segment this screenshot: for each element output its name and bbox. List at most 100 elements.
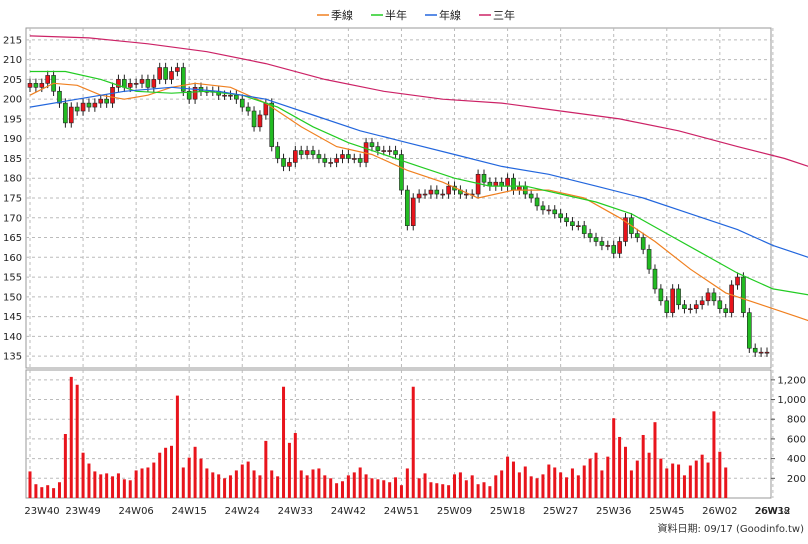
volume-bar xyxy=(500,470,504,498)
moving-average-lines xyxy=(29,35,808,322)
volume-bar xyxy=(311,469,315,498)
week-tick-label: 26W38 xyxy=(755,506,790,517)
week-tick-label: 25W36 xyxy=(596,506,631,517)
candle-body xyxy=(688,308,693,310)
volume-bar xyxy=(506,456,510,498)
candle-body xyxy=(127,83,133,88)
candle-body xyxy=(682,304,687,309)
candle-body xyxy=(422,193,428,196)
candle-body xyxy=(711,292,717,302)
volume-bar xyxy=(282,386,286,498)
candle-body xyxy=(758,351,764,354)
candle-body xyxy=(623,217,628,242)
candle-body xyxy=(646,249,652,270)
volume-bar xyxy=(694,460,698,498)
candle-body xyxy=(693,304,699,309)
candle-body xyxy=(287,162,292,167)
candle-body xyxy=(652,268,658,290)
candle-body xyxy=(80,102,86,112)
price-tick-label: 140 xyxy=(3,332,22,343)
volume-bar xyxy=(246,461,250,498)
week-tick-label: 24W15 xyxy=(172,506,207,517)
volume-bar xyxy=(293,433,297,498)
price-tick-label: 190 xyxy=(3,134,22,145)
volume-bar xyxy=(264,440,268,498)
volume-bar xyxy=(399,485,403,498)
volume-bar xyxy=(429,482,433,498)
volume-bar xyxy=(305,475,309,498)
price-tick-label: 160 xyxy=(3,253,22,264)
candle-body xyxy=(86,102,92,108)
volume-bar xyxy=(63,434,67,498)
ma-quarter-line xyxy=(29,82,808,322)
volume-bar xyxy=(170,445,174,498)
candle-body xyxy=(552,209,558,215)
volume-bar xyxy=(618,436,622,498)
price-tick-label: 185 xyxy=(3,154,22,165)
candle-body xyxy=(340,154,345,159)
volume-bars xyxy=(28,376,728,498)
candle-body xyxy=(729,284,734,313)
week-tick-label: 25W09 xyxy=(437,506,472,517)
volume-bar xyxy=(447,485,451,498)
candle-body xyxy=(281,158,286,167)
volume-bar xyxy=(340,481,344,498)
volume-bar xyxy=(193,446,197,498)
volume-bar xyxy=(511,461,515,498)
candle-body xyxy=(222,94,227,97)
candle-body xyxy=(752,347,758,353)
price-tick-label: 170 xyxy=(3,213,22,224)
volume-bar xyxy=(40,487,44,498)
candle-body xyxy=(357,158,363,163)
candle-body xyxy=(446,185,451,195)
volume-bar xyxy=(576,475,580,498)
candle-body xyxy=(263,102,269,116)
candle-body xyxy=(593,237,599,242)
volume-bar xyxy=(93,471,97,498)
volume-bar xyxy=(122,479,126,498)
volume-tick-label: 200 xyxy=(787,474,806,485)
candle-body xyxy=(33,83,39,88)
volume-bar xyxy=(111,476,115,498)
candle-body xyxy=(310,150,316,155)
candle-body xyxy=(611,245,617,254)
candle-body xyxy=(92,102,98,108)
week-tick-label: 23W49 xyxy=(65,506,100,517)
volume-bar xyxy=(553,467,557,498)
week-tick-label: 25W27 xyxy=(543,506,578,517)
candle-body xyxy=(239,98,245,108)
volume-bar xyxy=(476,484,480,498)
week-tick-label: 24W06 xyxy=(118,506,153,517)
candle-body xyxy=(74,106,80,112)
candle-body xyxy=(664,300,670,313)
volume-bar xyxy=(352,472,356,498)
candle-body xyxy=(98,98,104,104)
volume-bar xyxy=(335,483,339,498)
volume-bar xyxy=(199,458,203,498)
volume-bar xyxy=(99,474,103,498)
volume-bar xyxy=(187,457,191,498)
candle-body xyxy=(234,94,239,100)
candle-body xyxy=(434,189,440,195)
candle-body xyxy=(157,67,163,80)
candle-body xyxy=(534,197,540,207)
candle-body xyxy=(275,146,280,159)
volume-bar xyxy=(205,468,209,498)
volume-bar xyxy=(211,472,215,498)
volume-tick-label: 600 xyxy=(787,434,806,445)
candle-body xyxy=(304,150,310,155)
volume-bar xyxy=(105,473,109,498)
candle-body xyxy=(528,193,534,199)
volume-bar xyxy=(388,482,392,498)
candle-body xyxy=(564,217,569,223)
volume-bar xyxy=(69,376,73,498)
candle-body xyxy=(322,158,328,163)
candle-body xyxy=(705,292,711,302)
candle-body xyxy=(245,106,251,112)
volume-plot-frame xyxy=(25,369,772,499)
volume-bar xyxy=(252,470,256,498)
price-tick-label: 175 xyxy=(3,194,22,205)
candle-body xyxy=(511,177,516,191)
week-tick-label: 26W12 xyxy=(755,506,790,517)
